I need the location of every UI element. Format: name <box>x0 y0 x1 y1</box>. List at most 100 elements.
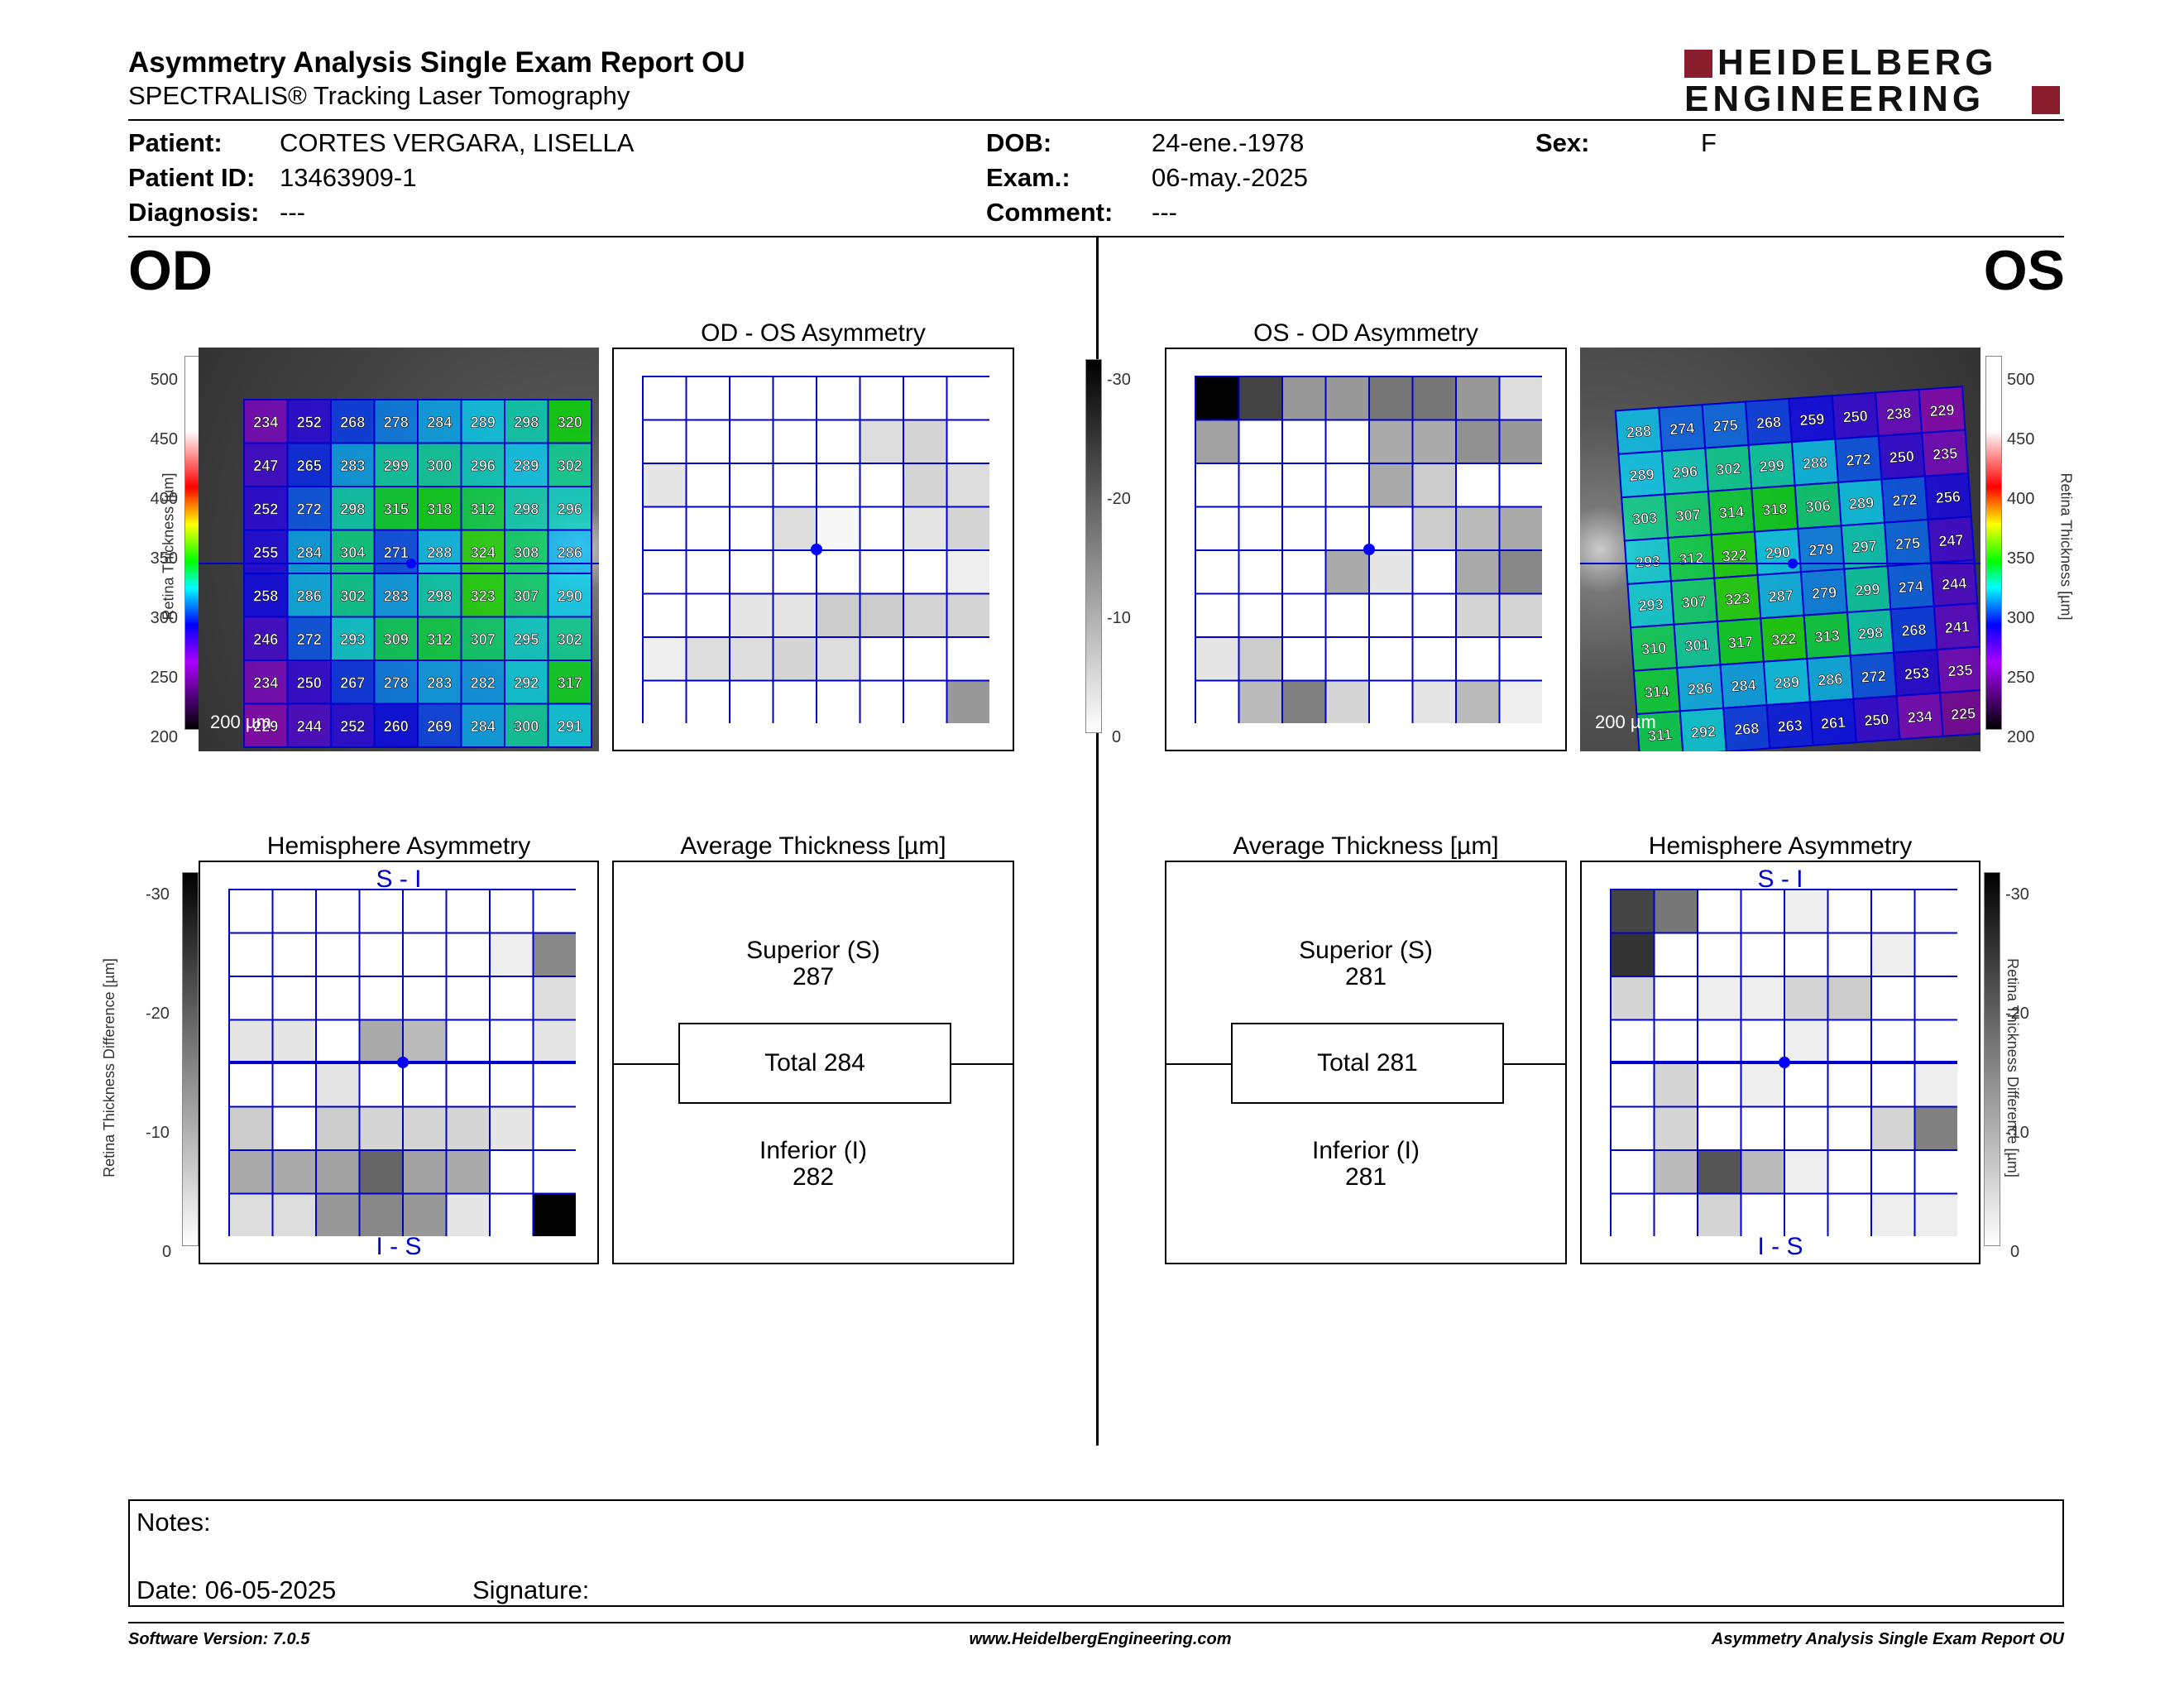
od-thickness-value: 312 <box>471 501 496 517</box>
od-hemisphere-cell <box>445 976 491 1021</box>
signature-label[interactable]: Signature: <box>472 1575 590 1604</box>
os-hemi-colorbar <box>1984 872 2000 1246</box>
od-hemisphere-cell <box>489 1192 534 1236</box>
od-hemi-colorbar <box>182 872 199 1246</box>
os-asymmetry-cell <box>1238 592 1283 638</box>
os-thickness-value: 274 <box>1898 578 1923 596</box>
os-asymmetry-cell <box>1368 679 1414 723</box>
od-asymmetry-cell <box>903 463 948 508</box>
od-thickness-value: 304 <box>340 544 365 561</box>
os-hemisphere-cell <box>1870 976 1916 1021</box>
od-thickness-value: 291 <box>558 718 582 735</box>
os-thickness-value: 306 <box>1805 497 1831 516</box>
od-fundus-image: 234 252 268 278 284 289 298 320 247 265 283 299 300 2… <box>199 348 599 751</box>
od-thickness-value: 283 <box>427 674 452 691</box>
os-thickness-value: 286 <box>1688 679 1713 698</box>
os-asymmetry-cell <box>1238 419 1283 464</box>
os-hemisphere-cell <box>1913 1019 1957 1064</box>
od-asymmetry-cell <box>685 419 730 464</box>
od-thickness-value: 234 <box>253 674 278 691</box>
od-asymmetry-cell <box>903 592 948 638</box>
os-thickness-value: 301 <box>1684 636 1710 655</box>
os-asymmetry-cell <box>1411 592 1457 638</box>
dob-value: 24-ene.-1978 <box>1152 128 1305 157</box>
os-asymmetry-grid <box>1195 376 1542 723</box>
od-hemisphere-cell <box>315 1105 361 1151</box>
od-scale-bar: 200 µm <box>210 712 271 732</box>
os-thickness-value: 268 <box>1734 720 1760 738</box>
od-hemisphere-cell <box>271 1105 317 1151</box>
od-asymmetry-cell <box>903 679 948 723</box>
od-hemisphere-cell <box>532 1105 576 1151</box>
tick-300: 300 <box>150 609 178 627</box>
os-asymmetry-cell <box>1368 549 1414 595</box>
od-hemisphere-cell <box>271 1149 317 1195</box>
os-hemisphere-cell <box>1740 1019 1785 1064</box>
od-hemi-scale-label: Retina Thickness Difference [µm] <box>100 958 117 1177</box>
os-asymmetry-cell <box>1498 679 1542 723</box>
os-thickness-value: 234 <box>1907 707 1933 726</box>
os-thickness-value: 235 <box>1932 445 1957 463</box>
od-hemisphere-cell <box>445 1062 491 1108</box>
od-asymmetry-cell <box>946 463 989 508</box>
os-asymmetry-cell <box>1368 506 1414 551</box>
os-asymmetry-cell <box>1455 549 1501 595</box>
os-hemisphere-cell <box>1827 889 1872 934</box>
os-asymmetry-cell <box>1324 506 1370 551</box>
od-hemisphere-cell <box>271 1019 317 1064</box>
os-hemisphere-cell <box>1697 889 1742 934</box>
od-asymmetry-cell <box>685 506 730 551</box>
od-thickness-value: 286 <box>297 587 322 604</box>
tick-500: 500 <box>150 371 178 389</box>
os-asymmetry-cell <box>1281 679 1327 723</box>
od-thickness-value: 295 <box>514 631 539 648</box>
os-asymmetry-cell <box>1411 506 1457 551</box>
os-hemisphere-cell <box>1697 932 1742 977</box>
od-hemi-tick-minus30: -30 <box>146 885 170 904</box>
od-asymmetry-cell <box>946 679 989 723</box>
os-asymmetry-cell <box>1324 376 1370 421</box>
od-asymmetry-cell <box>685 463 730 508</box>
os-asymmetry-cell <box>1238 679 1283 723</box>
os-hemisphere-cell <box>1653 1019 1698 1064</box>
os-thickness-value: 235 <box>1947 661 1973 679</box>
date-label[interactable]: Date: 06-05-2025 <box>136 1575 337 1604</box>
od-thickness-value: 300 <box>427 458 452 474</box>
os-hemisphere-cell <box>1870 1105 1916 1151</box>
od-hemisphere-cell <box>489 1149 534 1195</box>
os-asymmetry-cell <box>1498 463 1542 508</box>
os-thickness-value: 259 <box>1799 410 1825 429</box>
os-hemisphere-cell <box>1870 932 1916 977</box>
os-thickness-value: 289 <box>1774 674 1799 692</box>
footer-website[interactable]: www.HeidelbergEngineering.com <box>969 1630 1232 1648</box>
os-thickness-value: 272 <box>1846 451 1871 469</box>
logo-text-heidelberg: HEIDELBERG <box>1717 42 1998 83</box>
os-hemisphere-cell <box>1740 1192 1785 1236</box>
dob-label: DOB: <box>986 128 1052 157</box>
od-thickness-value: 298 <box>340 501 365 517</box>
os-asymmetry-cell <box>1324 679 1370 723</box>
os-hemisphere-cell <box>1827 1062 1872 1108</box>
os-thickness-value: 238 <box>1885 405 1911 423</box>
od-asymmetry-cell <box>729 376 774 421</box>
od-superior-value: 287 <box>792 963 835 990</box>
od-thickness-cell <box>504 703 549 748</box>
od-thickness-value: 272 <box>297 631 322 648</box>
od-total-label: Total 284 <box>764 1049 865 1077</box>
os-thickness-value: 293 <box>1638 596 1664 614</box>
od-thickness-value: 293 <box>340 631 365 648</box>
patient-label: Patient: <box>128 128 223 157</box>
od-hemisphere-cell <box>489 1019 534 1064</box>
od-hemisphere-cell <box>402 932 448 977</box>
od-asymmetry-cell <box>946 549 989 595</box>
os-asymmetry-cell <box>1238 636 1283 682</box>
os-asymmetry-cell <box>1455 592 1501 638</box>
os-tick-250: 250 <box>2007 669 2035 687</box>
od-thickness-value: 269 <box>427 718 452 735</box>
od-hemi-bottom-label: I - S <box>376 1233 422 1260</box>
os-thickness-value: 312 <box>1679 549 1704 568</box>
os-tick-200: 200 <box>2007 728 2035 746</box>
os-asymmetry-cell <box>1324 463 1370 508</box>
od-thickness-value: 318 <box>427 501 452 517</box>
os-hemisphere-cell <box>1913 1149 1957 1195</box>
